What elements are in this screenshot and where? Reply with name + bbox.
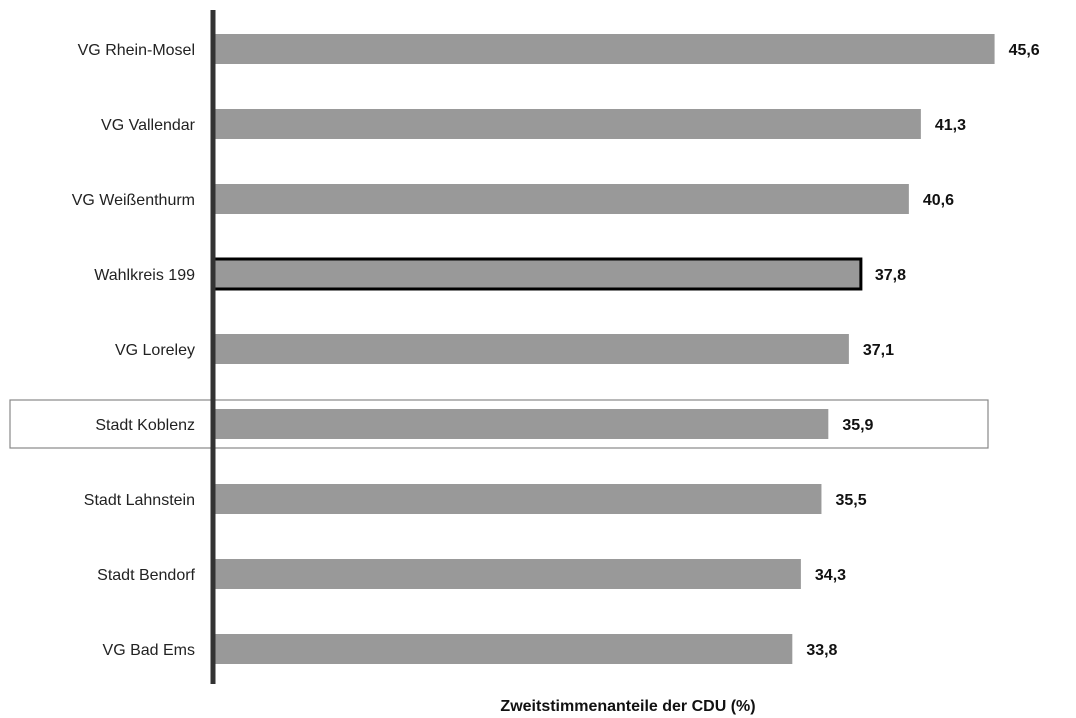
category-label-0: VG Rhein-Mosel xyxy=(78,42,195,59)
bar-6 xyxy=(213,484,822,514)
category-label-3: Wahlkreis 199 xyxy=(94,267,195,284)
category-label-7: Stadt Bendorf xyxy=(97,567,195,584)
value-label-1: 41,3 xyxy=(935,117,966,134)
category-label-1: VG Vallendar xyxy=(101,117,196,134)
highlight-box-5 xyxy=(9,399,989,449)
bar-2 xyxy=(213,184,909,214)
bars xyxy=(211,34,995,664)
highlight-boxes xyxy=(9,399,989,449)
bar-1 xyxy=(213,109,921,139)
category-label-8: VG Bad Ems xyxy=(103,642,195,659)
value-labels: 45,6 41,3 40,6 37,8 37,1 35,9 35,5 34,3 33,8 xyxy=(806,42,1039,659)
value-label-4: 37,1 xyxy=(863,342,894,359)
bar-5 xyxy=(213,409,829,439)
bar-8 xyxy=(213,634,793,664)
category-label-5: Stadt Koblenz xyxy=(95,417,195,434)
bar-4 xyxy=(213,334,849,364)
value-label-3: 37,8 xyxy=(875,267,906,284)
value-label-7: 34,3 xyxy=(815,567,846,584)
category-labels: VG Rhein-Mosel VG Vallendar VG Weißenthurm… xyxy=(72,42,196,659)
value-label-8: 33,8 xyxy=(806,642,837,659)
category-label-6: Stadt Lahnstein xyxy=(84,492,195,509)
bar-0 xyxy=(213,34,995,64)
bar-3 xyxy=(211,257,863,291)
category-label-2: VG Weißenthurm xyxy=(72,192,195,209)
value-label-0: 45,6 xyxy=(1009,42,1040,59)
value-label-5: 35,9 xyxy=(842,417,873,434)
value-label-6: 35,5 xyxy=(835,492,866,509)
value-label-2: 40,6 xyxy=(923,192,954,209)
bar-7 xyxy=(213,559,801,589)
x-axis-title: Zweitstimmenanteile der CDU (%) xyxy=(500,698,755,715)
category-label-4: VG Loreley xyxy=(115,342,195,359)
